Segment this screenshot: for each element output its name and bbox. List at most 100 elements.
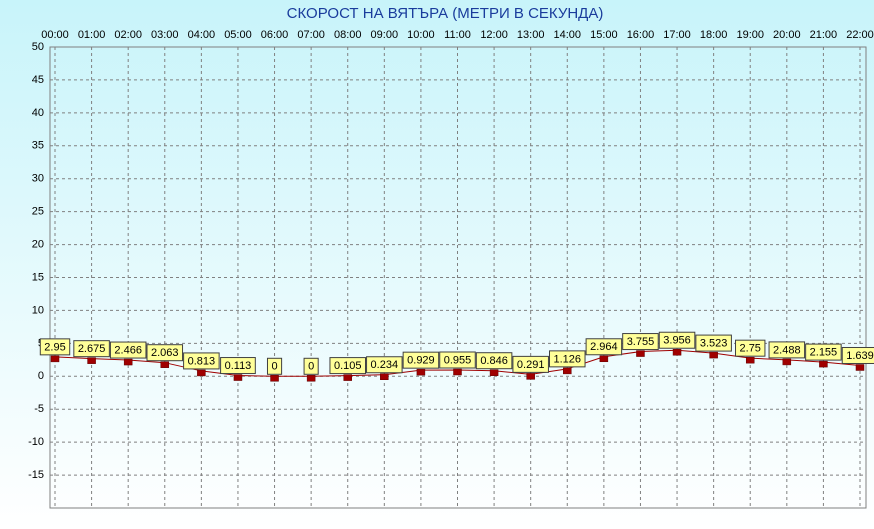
y-tick-label: -5 (34, 403, 44, 415)
x-tick-label: 05:00 (224, 29, 252, 41)
marker (453, 368, 462, 376)
x-tick-label: 01:00 (78, 29, 106, 41)
value-label-box (39, 338, 71, 356)
y-tick-label: -15 (28, 469, 44, 481)
value-label-box (402, 351, 440, 369)
value-label-box (768, 341, 806, 359)
y-tick-label: 25 (32, 206, 44, 218)
value-label-box (735, 339, 766, 357)
value-label-box (183, 352, 220, 370)
y-tick-label: 0 (38, 370, 44, 382)
y-tick-label: 50 (32, 41, 44, 53)
value-label: 0.929 (407, 355, 435, 367)
value-label-box (622, 333, 659, 351)
x-tick-label: 02:00 (114, 29, 142, 41)
x-tick-label: 17:00 (663, 29, 691, 41)
value-label-box (695, 334, 732, 352)
value-label: 0.113 (225, 360, 252, 372)
marker (489, 369, 499, 376)
value-label: 3.523 (700, 337, 728, 349)
value-label-box (73, 340, 110, 358)
marker (855, 364, 865, 371)
marker (782, 358, 792, 366)
value-label-box (366, 356, 403, 374)
y-tick-label: -10 (28, 436, 44, 448)
value-label-box (266, 357, 283, 375)
x-tick-label: 15:00 (590, 29, 618, 41)
x-tick-label: 14:00 (554, 29, 582, 41)
x-tick-label: 08:00 (334, 29, 362, 41)
value-label: 0.813 (188, 355, 216, 367)
value-label: 2.063 (151, 347, 179, 359)
value-label: 0.846 (480, 355, 508, 367)
marker (343, 374, 352, 381)
marker (599, 355, 609, 363)
value-label: 2.75 (740, 343, 761, 355)
value-label-box (146, 344, 184, 362)
value-label: 0.291 (517, 359, 545, 371)
y-tick-label: 45 (32, 74, 44, 86)
marker (87, 357, 96, 364)
x-tick-label: 09:00 (371, 29, 399, 41)
y-tick-label: 20 (32, 238, 44, 250)
marker (197, 369, 206, 377)
x-tick-label: 07:00 (297, 29, 325, 41)
value-label-box (805, 343, 842, 361)
marker (380, 373, 389, 380)
y-tick-label: 35 (32, 140, 44, 152)
y-tick-label: 10 (32, 304, 44, 316)
x-tick-label: 11:00 (444, 29, 471, 41)
value-label: 1.126 (554, 353, 582, 365)
marker (233, 374, 243, 381)
marker (819, 360, 828, 368)
value-label-box (841, 346, 874, 364)
value-label: 2.466 (114, 344, 142, 356)
marker (160, 361, 170, 368)
y-tick-label: 30 (32, 173, 44, 185)
marker (745, 356, 755, 364)
marker (270, 375, 279, 382)
value-label: 0 (308, 361, 314, 373)
x-tick-label: 20:00 (773, 29, 801, 41)
value-label-box (549, 350, 586, 368)
x-tick-label: 06:00 (261, 29, 289, 41)
x-tick-label: 10:00 (407, 29, 435, 41)
value-label: 2.488 (773, 344, 801, 356)
marker (672, 348, 682, 356)
x-tick-label: 12:00 (480, 29, 508, 41)
value-label-box (303, 357, 319, 375)
value-label: 3.956 (663, 335, 691, 347)
marker (563, 367, 572, 375)
value-label: 2.95 (44, 341, 65, 353)
marker (416, 368, 426, 376)
marker (526, 373, 535, 380)
y-tick-label: 15 (32, 271, 44, 283)
x-tick-label: 16:00 (627, 29, 655, 41)
marker (709, 351, 718, 359)
x-tick-label: 00:00 (41, 29, 69, 41)
x-tick-label: 03:00 (151, 29, 179, 41)
x-tick-label: 21:00 (810, 29, 838, 41)
value-label: 0 (271, 361, 277, 373)
value-label: 0.234 (371, 359, 399, 371)
value-label: 1.639 (846, 350, 874, 362)
value-label: 3.755 (627, 336, 655, 348)
value-label-box (109, 341, 147, 359)
value-label: 0.955 (444, 354, 472, 366)
value-label: 2.675 (78, 343, 106, 355)
x-tick-label: 19:00 (736, 29, 764, 41)
x-tick-label: 13:00 (517, 29, 545, 41)
value-label-box (439, 351, 476, 369)
marker (50, 355, 60, 363)
chart-title: СКОРОСТ НА ВЯТЪРА (МЕТРИ В СЕКУНДА) (287, 5, 604, 22)
y-tick-label: 40 (32, 107, 44, 119)
value-label-box (220, 357, 256, 375)
value-label: 2.155 (810, 346, 838, 358)
value-label-box (475, 352, 513, 370)
value-label-box (585, 338, 623, 356)
marker (306, 375, 316, 382)
value-label: 2.964 (590, 341, 618, 353)
value-label-box (658, 331, 696, 349)
